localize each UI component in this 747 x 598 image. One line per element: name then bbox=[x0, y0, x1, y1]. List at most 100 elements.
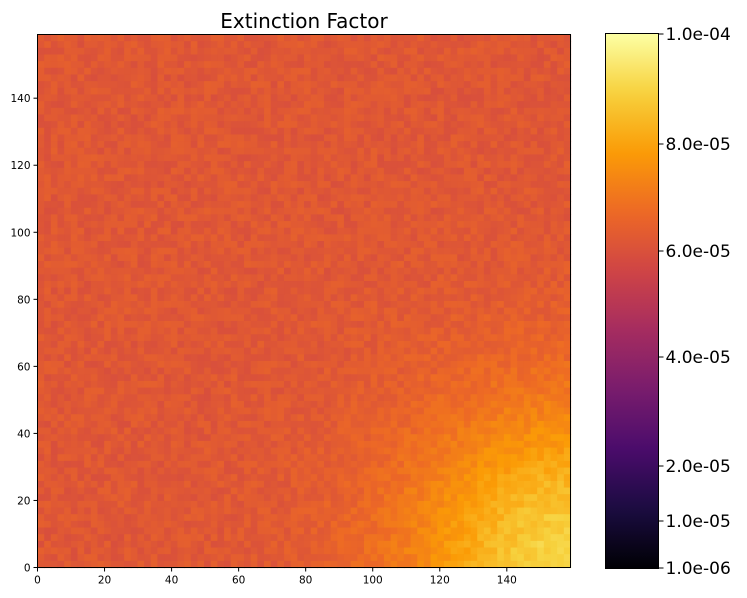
heatmap-cell bbox=[397, 221, 405, 229]
heatmap-cell bbox=[157, 221, 165, 229]
heatmap-cell bbox=[124, 101, 132, 109]
heatmap-cell bbox=[237, 420, 245, 429]
heatmap-cell bbox=[317, 374, 325, 382]
heatmap-cell bbox=[490, 174, 498, 182]
heatmap-cell bbox=[490, 427, 498, 435]
heatmap-cell bbox=[190, 400, 198, 409]
heatmap-cell bbox=[250, 74, 258, 82]
heatmap-cell bbox=[124, 47, 132, 56]
heatmap-cell bbox=[563, 207, 572, 215]
heatmap-cell bbox=[397, 114, 405, 122]
heatmap-cell bbox=[130, 434, 139, 442]
heatmap-cell bbox=[304, 354, 312, 362]
heatmap-cell bbox=[37, 61, 45, 69]
heatmap-cell bbox=[470, 127, 478, 136]
heatmap-cell bbox=[177, 81, 185, 89]
heatmap-cell bbox=[563, 414, 572, 422]
heatmap-cell bbox=[337, 234, 345, 242]
heatmap-cell bbox=[184, 354, 192, 362]
heatmap-cell bbox=[117, 387, 125, 395]
heatmap-cell bbox=[270, 301, 278, 309]
heatmap-cell bbox=[430, 427, 438, 435]
heatmap-cell bbox=[130, 47, 139, 56]
heatmap-cell bbox=[310, 427, 318, 435]
heatmap-cell bbox=[77, 281, 85, 289]
heatmap-cell bbox=[350, 281, 358, 289]
heatmap-cell bbox=[370, 81, 378, 89]
heatmap-cell bbox=[104, 387, 112, 395]
heatmap-cell bbox=[184, 221, 192, 229]
heatmap-cell bbox=[144, 261, 152, 269]
heatmap-cell bbox=[390, 420, 398, 429]
heatmap-cell bbox=[117, 54, 125, 62]
heatmap-cell bbox=[217, 340, 225, 349]
heatmap-cell bbox=[510, 121, 518, 129]
heatmap-cell bbox=[244, 114, 252, 122]
heatmap-cell bbox=[290, 47, 298, 56]
heatmap-cell bbox=[217, 360, 225, 369]
heatmap-cell bbox=[443, 267, 452, 275]
heatmap-cell bbox=[64, 81, 72, 89]
heatmap-cell bbox=[397, 367, 405, 375]
heatmap-cell bbox=[270, 67, 278, 76]
heatmap-cell bbox=[417, 114, 425, 122]
heatmap-cell bbox=[457, 400, 465, 409]
heatmap-cell bbox=[250, 134, 258, 142]
heatmap-cell bbox=[337, 207, 345, 215]
heatmap-cell bbox=[403, 234, 412, 242]
heatmap-cell bbox=[477, 394, 485, 402]
heatmap-cell bbox=[377, 320, 385, 329]
heatmap-cell bbox=[44, 347, 52, 355]
heatmap-cell bbox=[350, 254, 358, 262]
heatmap-cell bbox=[64, 274, 72, 282]
heatmap-cell bbox=[330, 94, 338, 102]
heatmap-cell bbox=[130, 314, 139, 322]
heatmap-cell bbox=[177, 340, 185, 349]
heatmap-cell bbox=[277, 307, 285, 315]
heatmap-cell bbox=[150, 287, 159, 295]
heatmap-cell bbox=[483, 254, 492, 262]
heatmap-cell bbox=[510, 347, 518, 355]
heatmap-cell bbox=[150, 34, 159, 42]
heatmap-cell bbox=[124, 81, 132, 89]
heatmap-cell bbox=[337, 334, 345, 342]
heatmap-cell bbox=[170, 127, 179, 136]
heatmap-cell bbox=[84, 420, 92, 429]
heatmap-cell bbox=[483, 380, 492, 389]
heatmap-cell bbox=[343, 394, 352, 402]
heatmap-cell bbox=[477, 301, 485, 309]
heatmap-cell bbox=[290, 407, 298, 415]
heatmap-cell bbox=[224, 227, 232, 235]
heatmap-cell bbox=[97, 87, 105, 96]
heatmap-cell bbox=[204, 147, 212, 156]
heatmap-cell bbox=[137, 314, 145, 322]
heatmap-cell bbox=[350, 107, 358, 116]
heatmap-cell bbox=[177, 394, 185, 402]
heatmap-cell bbox=[244, 420, 252, 429]
heatmap-cell bbox=[410, 254, 418, 262]
heatmap-cell bbox=[77, 141, 85, 149]
heatmap-cell bbox=[490, 81, 498, 89]
heatmap-cell bbox=[317, 261, 325, 269]
heatmap-cell bbox=[523, 414, 532, 422]
heatmap-cell bbox=[57, 400, 65, 409]
heatmap-cell bbox=[343, 420, 352, 429]
heatmap-cell bbox=[290, 161, 298, 169]
heatmap-cell bbox=[44, 387, 52, 395]
heatmap-cell bbox=[144, 94, 152, 102]
heatmap-cell bbox=[410, 360, 418, 369]
heatmap-cell bbox=[437, 41, 445, 49]
heatmap-cell bbox=[250, 34, 258, 42]
heatmap-cell bbox=[77, 340, 85, 349]
heatmap-cell bbox=[497, 87, 505, 96]
heatmap-cell bbox=[70, 294, 79, 302]
heatmap-cell bbox=[137, 167, 145, 176]
heatmap-cell bbox=[423, 227, 432, 235]
heatmap-cell bbox=[310, 274, 318, 282]
heatmap-cell bbox=[50, 61, 59, 69]
heatmap-cell bbox=[277, 87, 285, 96]
heatmap-cell bbox=[323, 420, 332, 429]
heatmap-cell bbox=[70, 67, 79, 76]
heatmap-cell bbox=[450, 314, 458, 322]
